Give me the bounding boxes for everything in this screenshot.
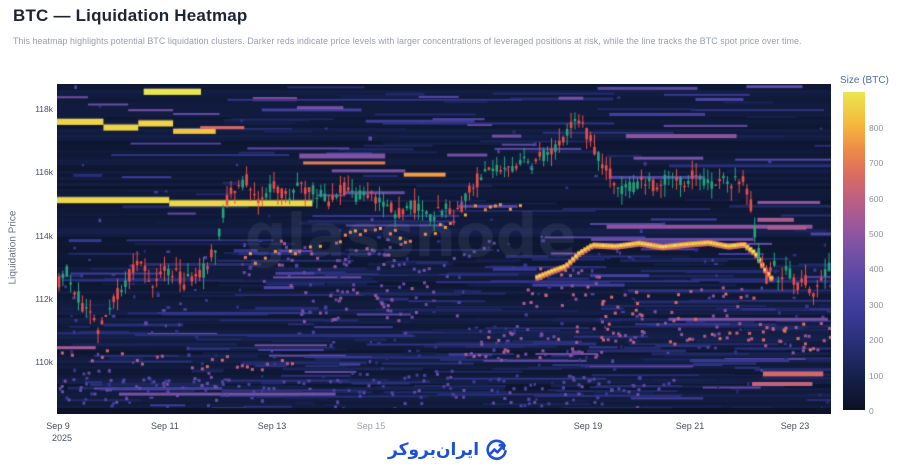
iranbroker-chart-arrow-icon: [486, 439, 507, 460]
x-tick-label: Sep 9: [46, 421, 70, 431]
y-tick-label: 116k: [35, 167, 53, 178]
x-tick-label: Sep 11: [151, 421, 179, 431]
y-axis-title: Liquidation Price: [7, 210, 19, 285]
colorbar-tick-label: 400: [869, 264, 884, 275]
colorbar-tick-label: 700: [869, 158, 884, 169]
colorbar-tick-label: 0: [869, 406, 874, 416]
colorbar-tick-label: 300: [869, 299, 884, 310]
colorbar-tick-label: 600: [869, 193, 884, 204]
x-tick-label: Sep 21: [675, 421, 705, 431]
liquidation-heatmap-plot-area[interactable]: [57, 84, 831, 414]
colorbar-gradient: [843, 92, 865, 410]
colorbar-tick-label: 500: [869, 228, 884, 239]
y-tick-label: 118k: [35, 104, 53, 115]
iranbroker-logo: ایران‌بروکر: [388, 435, 509, 465]
colorbar-tick-label: 100: [869, 370, 884, 381]
x-tick-label: Sep 23: [780, 421, 810, 431]
x-axis-year-label: 2025: [51, 433, 73, 443]
x-tick-label: Sep 15: [356, 421, 386, 431]
colorbar-title: Size (BTC): [840, 75, 889, 86]
colorbar-tick-label: 200: [869, 335, 884, 346]
x-tick-label: Sep 13: [257, 421, 287, 431]
y-tick-label: 114k: [35, 230, 53, 241]
y-tick-label: 112k: [35, 293, 53, 304]
x-tick-label: Sep 19: [573, 421, 603, 431]
y-tick-label: 110k: [35, 356, 53, 367]
page-title: BTC — Liquidation Heatmap: [13, 6, 248, 25]
page-subtitle: This heatmap highlights potential BTC li…: [13, 36, 802, 46]
iranbroker-logo-text: ایران‌بروکر: [388, 440, 480, 460]
colorbar-tick-label: 800: [869, 122, 884, 133]
